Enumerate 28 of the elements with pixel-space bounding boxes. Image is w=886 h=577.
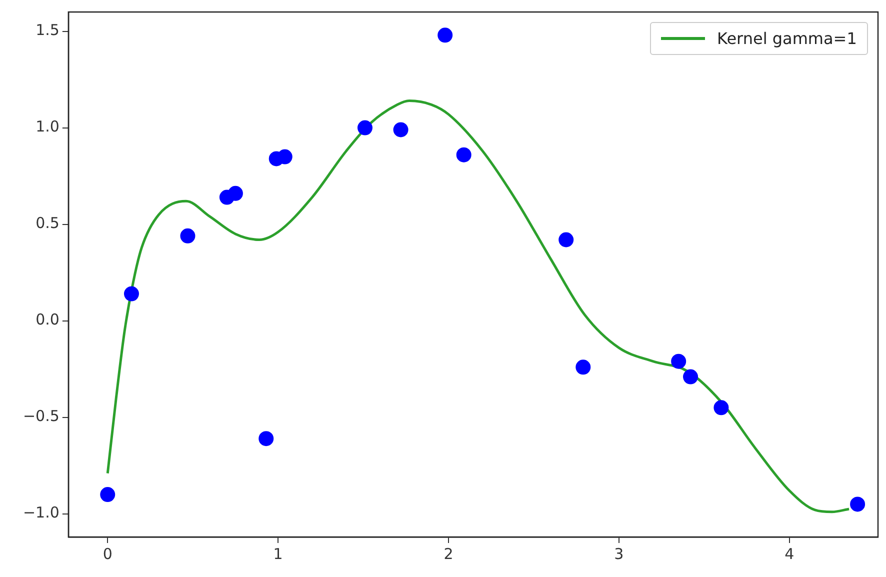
- point: [100, 487, 116, 502]
- point: [456, 147, 472, 162]
- y-tick-label: 0.5: [36, 214, 60, 232]
- point: [277, 149, 292, 164]
- point: [714, 400, 729, 416]
- x-tick-label: 0: [102, 544, 112, 563]
- y-tick-label: 1.0: [36, 118, 60, 136]
- point: [180, 228, 196, 244]
- point: [124, 286, 139, 302]
- point: [228, 186, 243, 201]
- y-tick-label: −0.5: [22, 407, 60, 426]
- point: [357, 120, 372, 136]
- point: [393, 122, 408, 138]
- x-tick-label: 3: [614, 544, 624, 563]
- x-tick-label: 2: [444, 544, 454, 563]
- legend-label: Kernel gamma=1: [717, 29, 857, 48]
- point: [558, 232, 574, 248]
- y-tick-label: 0.0: [36, 310, 60, 329]
- point: [850, 496, 866, 512]
- point: [683, 369, 698, 384]
- x-tick-label: 4: [784, 544, 794, 563]
- point: [576, 360, 591, 375]
- point: [671, 354, 686, 369]
- point: [258, 431, 274, 446]
- point: [438, 28, 453, 43]
- y-tick-label: 1.5: [36, 21, 60, 40]
- y-tick-label: −1.0: [22, 504, 60, 522]
- x-tick-label: 1: [273, 544, 283, 563]
